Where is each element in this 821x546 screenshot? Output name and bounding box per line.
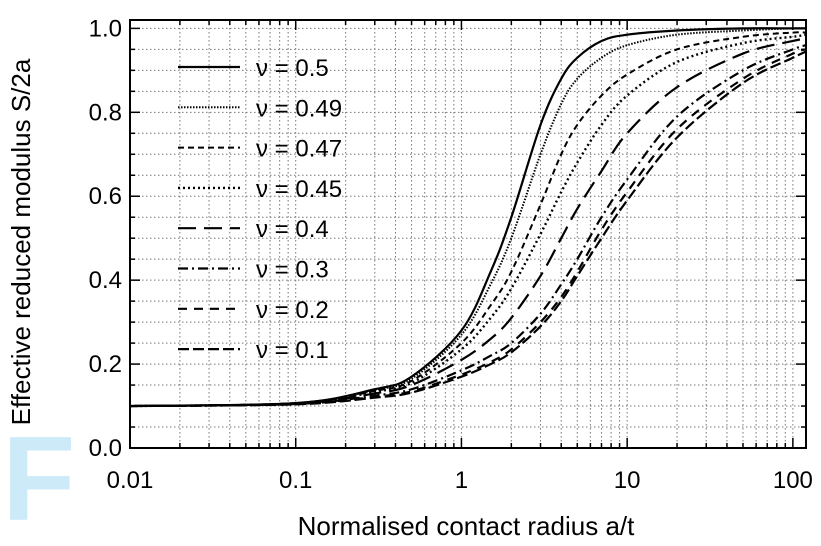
legend-label: ν = 0.5	[256, 55, 329, 82]
legend-label: ν = 0.4	[256, 216, 329, 243]
series-line-4	[129, 33, 807, 408]
x-tick-label: 0.1	[279, 467, 312, 494]
x-tick-label: 0.01	[107, 467, 154, 494]
series-line-6	[129, 44, 807, 408]
series-line-8	[129, 50, 807, 408]
x-tick-label: 1	[455, 467, 468, 494]
y-tick-label: 0.0	[89, 435, 122, 462]
plot-frame	[129, 19, 807, 449]
legend-label: ν = 0.45	[256, 176, 342, 203]
y-tick-label: 1.0	[89, 15, 122, 42]
y-tick-label: 0.8	[89, 99, 122, 126]
y-tick-label: 0.2	[89, 351, 122, 378]
series-line-2	[129, 27, 807, 408]
ticks: 0.01 0.1 1 10 100 0.0 0.2 0.4 0.6 0.8 1.0	[89, 15, 813, 494]
series-line-5	[129, 37, 807, 408]
watermark-text: F	[2, 412, 75, 541]
legend-label: ν = 0.1	[256, 337, 329, 364]
legend-label: ν = 0.3	[256, 257, 329, 284]
x-tick-label: 10	[614, 467, 641, 494]
grid	[129, 20, 806, 449]
legend-label: ν = 0.2	[256, 297, 329, 324]
y-tick-label: 0.6	[89, 183, 122, 210]
watermark: F	[2, 412, 75, 546]
series-group	[129, 27, 807, 408]
y-tick-label: 0.4	[89, 267, 122, 294]
legend: ν = 0.5 ν = 0.49 ν = 0.47 ν = 0.45 ν = 0.4 ν …	[178, 55, 342, 364]
x-axis-title: Normalised contact radius a/t	[298, 511, 635, 541]
legend-label: ν = 0.47	[256, 136, 342, 163]
y-axis-title: Effective reduced modulus S/2a	[6, 58, 36, 425]
legend-label: ν = 0.49	[256, 95, 342, 122]
x-tick-label: 100	[773, 467, 813, 494]
